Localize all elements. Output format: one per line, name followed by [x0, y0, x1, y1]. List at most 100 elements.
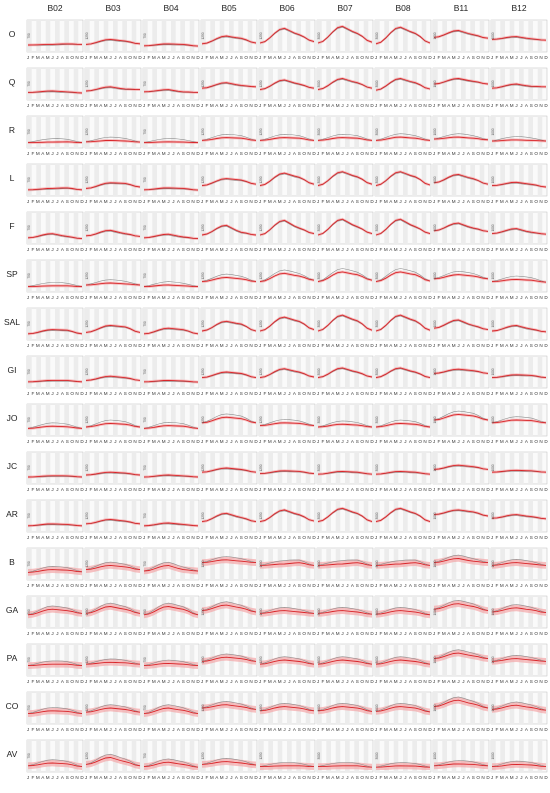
month-tick-label: M	[104, 295, 108, 300]
month-tick-label: N	[539, 775, 542, 780]
month-tick-label: J	[114, 151, 116, 156]
month-stripe	[363, 20, 369, 52]
mean-series-line	[85, 518, 141, 525]
month-tick-label: O	[70, 151, 74, 156]
month-stripe	[259, 260, 264, 292]
month-tick-label: A	[273, 487, 277, 492]
month-tick-label: A	[215, 775, 219, 780]
month-tick-label: J	[56, 55, 58, 60]
month-tick-label: M	[36, 391, 40, 396]
month-stripe	[45, 356, 51, 388]
month-tick-label: D	[196, 679, 200, 684]
month-tick-label: J	[457, 727, 459, 732]
month-tick-label: D	[312, 583, 316, 588]
month-tick-label: J	[259, 295, 261, 300]
month-tick-label: D	[196, 55, 200, 60]
month-tick-label: F	[148, 487, 151, 492]
month-tick-label: S	[414, 55, 417, 60]
mean-series-line	[85, 324, 141, 333]
month-tick-label: A	[389, 535, 393, 540]
month-tick-label: D	[428, 343, 432, 348]
month-tick-label: S	[414, 199, 417, 204]
month-stripe	[421, 644, 427, 676]
month-tick-label: A	[447, 631, 451, 636]
month-tick-label: F	[264, 55, 267, 60]
month-stripe	[421, 20, 427, 52]
month-tick-label: A	[505, 151, 509, 156]
month-tick-label: A	[331, 151, 335, 156]
month-tick-label: A	[99, 775, 103, 780]
month-tick-label: O	[302, 391, 306, 396]
month-tick-label: O	[70, 583, 74, 588]
y-tick-label: 1250	[85, 32, 89, 39]
y-tick-label: 1250	[201, 320, 205, 327]
month-tick-label: O	[476, 247, 480, 252]
month-tick-label: J	[51, 487, 53, 492]
month-tick-label: J	[288, 775, 290, 780]
month-tick-label: S	[472, 55, 475, 60]
row-label-f: F	[9, 221, 14, 231]
month-stripe	[519, 164, 524, 196]
month-tick-label: N	[423, 583, 426, 588]
month-tick-label: J	[172, 199, 174, 204]
mean-series-line	[433, 368, 489, 374]
month-tick-label: M	[104, 487, 108, 492]
month-tick-label: O	[128, 679, 132, 684]
month-tick-label: M	[46, 151, 50, 156]
month-stripe	[171, 308, 176, 340]
month-stripe	[375, 356, 380, 388]
month-tick-label: M	[162, 487, 166, 492]
reference-series-line	[27, 707, 83, 714]
month-stripe	[73, 68, 79, 100]
reference-series-line	[375, 702, 431, 713]
month-stripe	[103, 356, 109, 388]
month-tick-label: M	[36, 151, 40, 156]
month-stripe	[143, 116, 148, 148]
month-stripe	[500, 164, 505, 196]
month-tick-label: D	[544, 583, 548, 588]
month-tick-label: A	[293, 487, 297, 492]
reference-series-line	[317, 762, 373, 768]
month-tick-label: D	[138, 295, 142, 300]
month-stripe	[229, 116, 234, 148]
month-stripe	[509, 356, 515, 388]
month-tick-label: J	[201, 103, 203, 108]
y-tick-label: 1250	[259, 752, 263, 759]
month-stripe	[122, 164, 127, 196]
month-tick-label: D	[196, 535, 200, 540]
month-stripe	[201, 212, 206, 244]
y-tick-label: 1000	[491, 656, 495, 663]
month-stripe	[27, 692, 32, 724]
month-tick-label: J	[230, 631, 232, 636]
month-tick-label: J	[85, 535, 87, 540]
month-tick-label: D	[196, 439, 200, 444]
mean-series-line	[201, 604, 257, 613]
month-tick-label: J	[143, 391, 145, 396]
month-tick-label: A	[235, 439, 239, 444]
month-stripe	[509, 740, 515, 772]
month-tick-label: J	[51, 439, 53, 444]
month-tick-label: N	[365, 679, 368, 684]
month-tick-label: J	[346, 151, 348, 156]
mean-series-line	[433, 274, 489, 280]
month-tick-label: J	[283, 247, 285, 252]
month-tick-label: O	[128, 151, 132, 156]
month-tick-label: M	[278, 295, 282, 300]
month-tick-label: J	[462, 439, 464, 444]
month-tick-label: M	[442, 583, 446, 588]
month-tick-label: F	[264, 727, 267, 732]
month-tick-label: J	[404, 535, 406, 540]
month-tick-label: J	[375, 439, 377, 444]
y-tick-label: 750	[143, 609, 147, 615]
month-tick-label: A	[331, 535, 335, 540]
month-tick-label: J	[375, 55, 377, 60]
mean-uncertainty-band	[434, 135, 488, 142]
month-tick-label: D	[544, 535, 548, 540]
